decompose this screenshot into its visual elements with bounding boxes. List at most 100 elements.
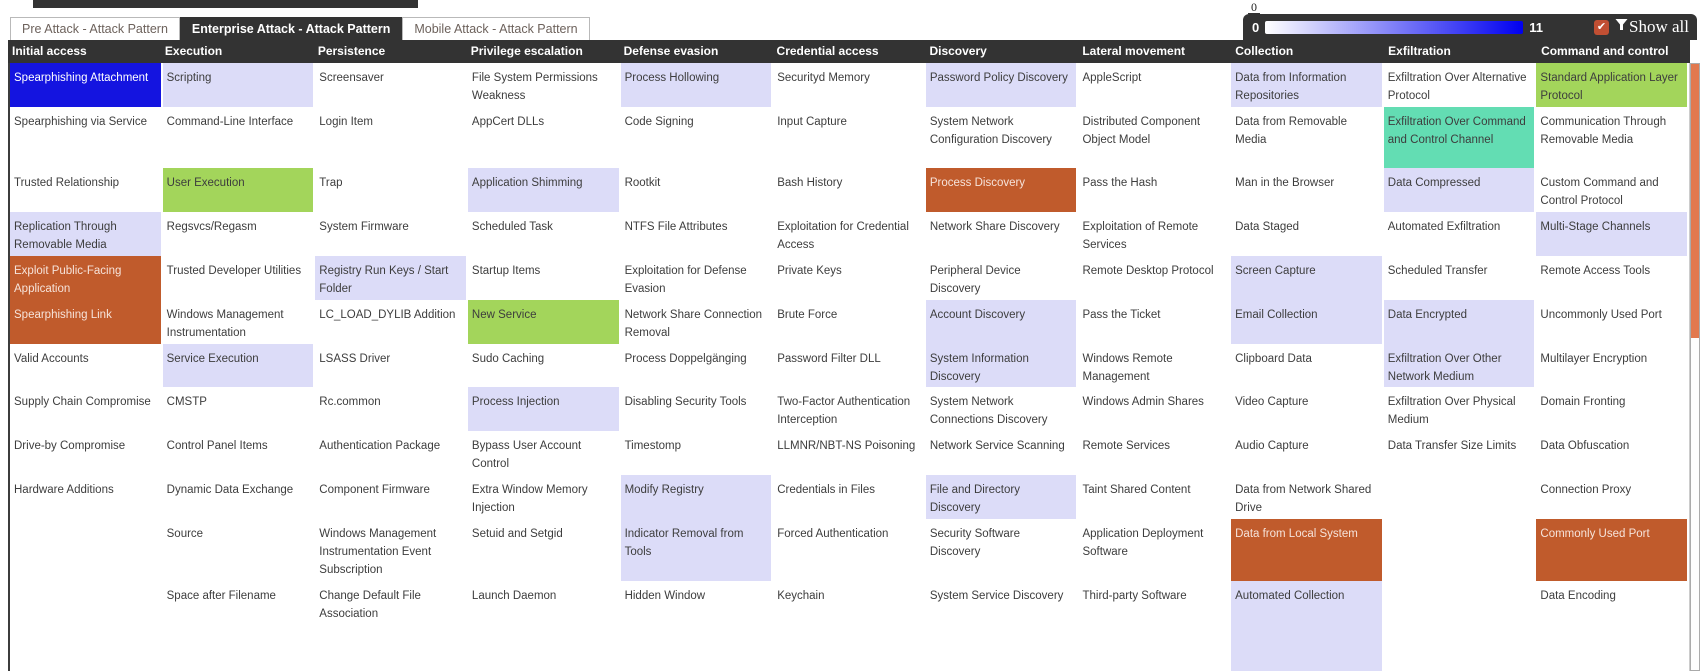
- technique-cell[interactable]: Dynamic Data Exchange: [166, 483, 294, 496]
- technique-cell[interactable]: Hardware Additions: [14, 483, 114, 496]
- technique-cell[interactable]: Exfiltration Over Physical Medium: [1387, 396, 1516, 427]
- technique-cell[interactable]: Password Filter DLL: [777, 352, 881, 365]
- technique-cell[interactable]: System Service Discovery: [929, 590, 1064, 603]
- technique-cell[interactable]: Domain Fronting: [1540, 396, 1626, 409]
- technique-cell[interactable]: Commonly Used Port: [1536, 518, 1688, 582]
- technique-cell[interactable]: Data from Network Shared Drive: [1235, 483, 1372, 514]
- technique-cell[interactable]: Standard Application Layer Protocol: [1536, 63, 1688, 107]
- tab-layer-2[interactable]: Mobile Attack - Attack Pattern: [402, 17, 590, 40]
- technique-cell[interactable]: Scheduled Transfer: [1387, 265, 1488, 278]
- technique-cell[interactable]: Modify Registry: [620, 474, 772, 519]
- technique-cell[interactable]: Rc.common: [319, 396, 381, 409]
- technique-cell[interactable]: Data from Removable Media: [1235, 115, 1347, 146]
- technique-cell[interactable]: Exfiltration Over Alternative Protocol: [1387, 72, 1527, 102]
- technique-cell[interactable]: AppCert DLLs: [471, 115, 545, 128]
- technique-cell[interactable]: Windows Management Instrumentation: [166, 308, 284, 339]
- technique-cell[interactable]: New Service: [467, 299, 619, 344]
- technique-cell[interactable]: Man in the Browser: [1235, 177, 1335, 190]
- technique-cell[interactable]: File System Permissions Weakness: [471, 72, 598, 102]
- technique-cell[interactable]: LC_LOAD_DYLIB Addition: [319, 308, 456, 321]
- technique-cell[interactable]: LLMNR/NBT-NS Poisoning: [777, 440, 916, 453]
- technique-cell[interactable]: Communication Through Removable Media: [1540, 115, 1667, 146]
- technique-cell[interactable]: Forced Authentication: [777, 527, 889, 540]
- technique-cell[interactable]: Scripting: [162, 63, 314, 107]
- technique-cell[interactable]: Remote Access Tools: [1540, 265, 1651, 278]
- technique-cell[interactable]: CMSTP: [166, 396, 207, 409]
- technique-cell[interactable]: Taint Shared Content: [1082, 483, 1191, 496]
- technique-cell[interactable]: Source: [166, 527, 204, 540]
- technique-cell[interactable]: Uncommonly Used Port: [1540, 308, 1662, 321]
- technique-cell[interactable]: Brute Force: [777, 308, 838, 321]
- scrollbar-thumb[interactable]: [1691, 64, 1699, 338]
- technique-cell[interactable]: Exfiltration Over Other Network Medium: [1383, 343, 1535, 388]
- technique-cell[interactable]: Remote Desktop Protocol: [1082, 265, 1214, 278]
- technique-cell[interactable]: Screen Capture: [1231, 256, 1382, 300]
- technique-cell[interactable]: Space after Filename: [166, 590, 276, 603]
- technique-cell[interactable]: Private Keys: [777, 265, 842, 278]
- technique-cell[interactable]: Connection Proxy: [1540, 483, 1632, 496]
- technique-cell[interactable]: Disabling Security Tools: [624, 396, 747, 409]
- technique-cell[interactable]: Regsvcs/Regasm: [166, 221, 257, 234]
- technique-cell[interactable]: Video Capture: [1235, 396, 1309, 409]
- technique-cell[interactable]: Supply Chain Compromise: [14, 396, 151, 409]
- technique-cell[interactable]: Security Software Discovery: [929, 527, 1020, 558]
- technique-cell[interactable]: Command-Line Interface: [166, 115, 294, 128]
- technique-cell[interactable]: Securityd Memory: [777, 72, 870, 84]
- score-gradient-bar[interactable]: [1265, 20, 1524, 34]
- technique-cell[interactable]: Scheduled Task: [471, 221, 553, 234]
- technique-cell[interactable]: Launch Daemon: [471, 590, 557, 603]
- technique-cell[interactable]: Data from Information Repositories: [1231, 63, 1382, 107]
- technique-cell[interactable]: Timestomp: [624, 440, 682, 453]
- technique-cell[interactable]: Spearphishing Link: [10, 299, 161, 344]
- technique-cell[interactable]: Change Default File Association: [319, 590, 421, 621]
- technique-cell[interactable]: Startup Items: [471, 265, 541, 278]
- vertical-scrollbar[interactable]: [1690, 63, 1700, 671]
- technique-cell[interactable]: Component Firmware: [319, 483, 430, 496]
- technique-cell[interactable]: Process Discovery: [925, 168, 1077, 213]
- technique-cell[interactable]: Windows Admin Shares: [1082, 396, 1204, 409]
- technique-cell[interactable]: Data Staged: [1235, 221, 1300, 234]
- tab-layer-1[interactable]: Enterprise Attack - Attack Pattern: [179, 17, 403, 40]
- technique-cell[interactable]: LSASS Driver: [319, 352, 391, 365]
- technique-cell[interactable]: Audio Capture: [1235, 440, 1309, 453]
- technique-cell[interactable]: Sudo Caching: [471, 352, 545, 365]
- technique-cell[interactable]: Process Injection: [467, 387, 619, 432]
- technique-cell[interactable]: Replication Through Removable Media: [10, 212, 161, 257]
- technique-cell[interactable]: Network Share Connection Removal: [624, 308, 762, 339]
- technique-cell[interactable]: Login Item: [319, 115, 373, 128]
- technique-cell[interactable]: Third-party Software: [1082, 590, 1187, 603]
- technique-cell[interactable]: Extra Window Memory Injection: [471, 483, 588, 514]
- technique-cell[interactable]: Screensaver: [319, 72, 384, 84]
- technique-cell[interactable]: Registry Run Keys / Start Folder: [315, 256, 466, 300]
- technique-cell[interactable]: Process Doppelgänging: [624, 352, 747, 365]
- technique-cell[interactable]: Automated Exfiltration: [1387, 221, 1501, 234]
- technique-cell[interactable]: Multi-Stage Channels: [1536, 212, 1688, 257]
- technique-cell[interactable]: Process Hollowing: [620, 63, 772, 107]
- technique-cell[interactable]: Email Collection: [1231, 299, 1382, 344]
- technique-cell[interactable]: Network Share Discovery: [929, 221, 1060, 234]
- technique-cell[interactable]: Spearphishing Attachment: [10, 63, 161, 107]
- technique-cell[interactable]: Rootkit: [624, 177, 661, 190]
- technique-cell[interactable]: Automated Collection: [1231, 581, 1382, 671]
- technique-cell[interactable]: Network Service Scanning: [929, 440, 1065, 453]
- technique-cell[interactable]: System Information Discovery: [925, 343, 1077, 388]
- show-all-label[interactable]: Show all: [1629, 17, 1689, 36]
- technique-cell[interactable]: Peripheral Device Discovery: [929, 265, 1021, 296]
- technique-cell[interactable]: Exploitation of Remote Services: [1082, 221, 1199, 252]
- technique-cell[interactable]: Bypass User Account Control: [471, 440, 582, 471]
- technique-cell[interactable]: Setuid and Setgid: [471, 527, 563, 540]
- technique-cell[interactable]: Bash History: [777, 177, 843, 190]
- technique-cell[interactable]: Trusted Developer Utilities: [166, 265, 302, 278]
- technique-cell[interactable]: Data Transfer Size Limits: [1387, 440, 1517, 453]
- technique-cell[interactable]: Remote Services: [1082, 440, 1171, 453]
- technique-cell[interactable]: Input Capture: [777, 115, 847, 128]
- technique-cell[interactable]: Keychain: [777, 590, 825, 603]
- technique-cell[interactable]: Exploitation for Credential Access: [777, 221, 909, 252]
- technique-cell[interactable]: System Network Configuration Discovery: [929, 115, 1052, 146]
- technique-cell[interactable]: Indicator Removal from Tools: [620, 518, 772, 582]
- technique-cell[interactable]: Two-Factor Authentication Interception: [777, 396, 911, 427]
- technique-cell[interactable]: Trap: [319, 177, 343, 190]
- technique-cell[interactable]: Data Obfuscation: [1540, 440, 1630, 453]
- technique-cell[interactable]: Hidden Window: [624, 590, 706, 603]
- technique-cell[interactable]: Valid Accounts: [14, 352, 89, 365]
